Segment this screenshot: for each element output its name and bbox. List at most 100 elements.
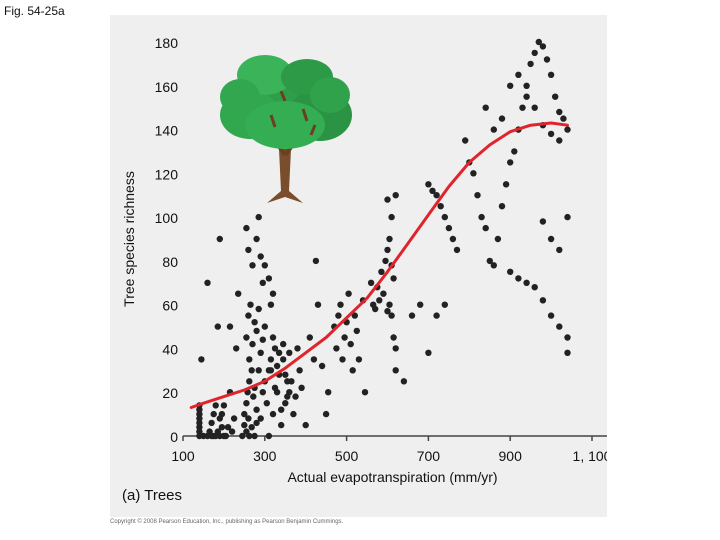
data-point [214,323,221,330]
data-point [429,187,436,194]
data-point [273,362,281,370]
data-point [564,349,571,356]
y-tick-label: 40 [162,341,178,357]
data-point [527,60,534,68]
data-point [280,340,287,348]
data-point [535,38,542,46]
data-point [248,367,255,374]
data-point [507,82,514,90]
data-point [482,224,489,232]
data-point [228,428,236,435]
data-point [392,345,399,352]
data-point [547,130,555,138]
trend-line [189,121,569,409]
data-point [245,312,252,319]
data-point [290,410,297,418]
data-point [306,334,313,341]
data-point [196,415,203,422]
data-point [292,393,299,400]
data-point [267,301,275,308]
data-point [490,126,497,133]
x-tick-label: 900 [499,448,523,464]
data-point [462,137,469,144]
data-point [425,349,432,356]
data-point [523,279,530,286]
x-tick-label: 500 [335,448,359,464]
data-point [437,203,444,210]
data-point [388,213,395,221]
data-point [531,104,538,111]
data-point [280,356,287,363]
data-points [196,38,571,440]
data-point [241,410,248,418]
data-point [392,367,399,374]
data-point [267,356,275,363]
data-point [233,345,240,352]
y-tick-label: 160 [155,79,179,95]
x-tick-label: 1, 100 [573,448,607,464]
data-point [380,290,387,297]
data-point [196,419,203,427]
data-point [278,421,285,429]
data-point [384,308,391,315]
data-point [220,402,228,409]
data-point [265,432,273,440]
data-point [494,235,502,243]
data-point [257,349,264,356]
data-point [251,319,258,326]
data-point [361,389,369,396]
x-tick-label: 300 [253,448,277,464]
data-point [337,301,344,308]
data-point [498,203,506,210]
data-point [382,257,389,265]
data-point [478,213,485,221]
data-point [341,334,348,341]
scatter-plot: 0 20 40 60 80 100 120 140 160 180 100 300 500 700 900 1… [121,35,607,485]
data-point [519,104,526,111]
data-point [294,345,301,352]
data-point [302,421,309,429]
data-point [523,82,530,90]
data-point [547,71,555,78]
data-point [230,415,238,422]
trend-curve [189,121,569,409]
chart-panel: 0 20 40 60 80 100 120 140 160 180 100 300 500 700 900 1… [110,15,607,517]
data-point [216,235,223,243]
data-point [271,345,279,352]
data-point [384,196,391,203]
data-point [204,279,211,286]
y-tick-label: 20 [162,385,178,401]
data-point [498,115,506,122]
data-point [314,301,322,308]
data-point [261,262,268,269]
data-point [560,115,567,122]
data-point [367,279,375,286]
tree-icon [220,55,352,203]
data-point [552,93,559,100]
data-point [222,432,230,440]
data-point [386,301,393,308]
y-tick-label: 100 [155,210,179,226]
data-point [515,275,522,282]
data-point [490,262,497,269]
data-point [539,297,547,304]
data-point [564,126,571,133]
data-point [386,235,393,243]
data-point [253,235,260,243]
data-point [486,257,493,265]
data-point [198,356,205,363]
data-point [253,406,260,413]
data-point [564,334,571,341]
data-point [441,301,448,308]
data-point [269,334,277,341]
y-axis-label: Tree species richness [121,171,137,307]
data-point [539,43,547,50]
data-point [556,246,563,254]
data-point [502,181,510,188]
data-point [269,410,277,418]
y-tick-label: 0 [170,429,178,445]
data-point [210,410,217,418]
data-point [345,290,352,297]
data-point [239,432,246,440]
data-point [265,367,273,374]
